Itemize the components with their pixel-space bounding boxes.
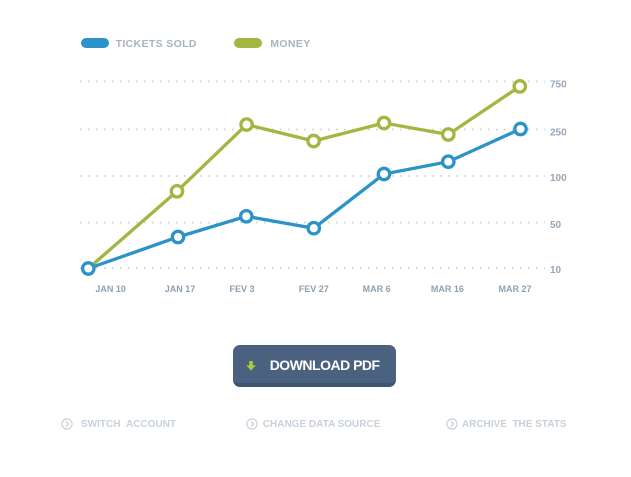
- svg-text:MAR 16: MAR 16: [431, 284, 464, 294]
- svg-text:50: 50: [550, 220, 562, 231]
- svg-text:FEV 27: FEV 27: [299, 284, 329, 294]
- svg-text:FEV 3: FEV 3: [229, 284, 254, 294]
- svg-text:10: 10: [550, 265, 562, 276]
- svg-text:250: 250: [550, 128, 567, 139]
- svg-text:MAR 6: MAR 6: [363, 284, 391, 294]
- svg-text:100: 100: [550, 173, 567, 184]
- svg-text:750: 750: [550, 80, 567, 91]
- svg-text:JAN 17: JAN 17: [165, 284, 196, 294]
- svg-text:MAR 27: MAR 27: [498, 284, 531, 294]
- svg-text:JAN 10: JAN 10: [95, 284, 126, 294]
